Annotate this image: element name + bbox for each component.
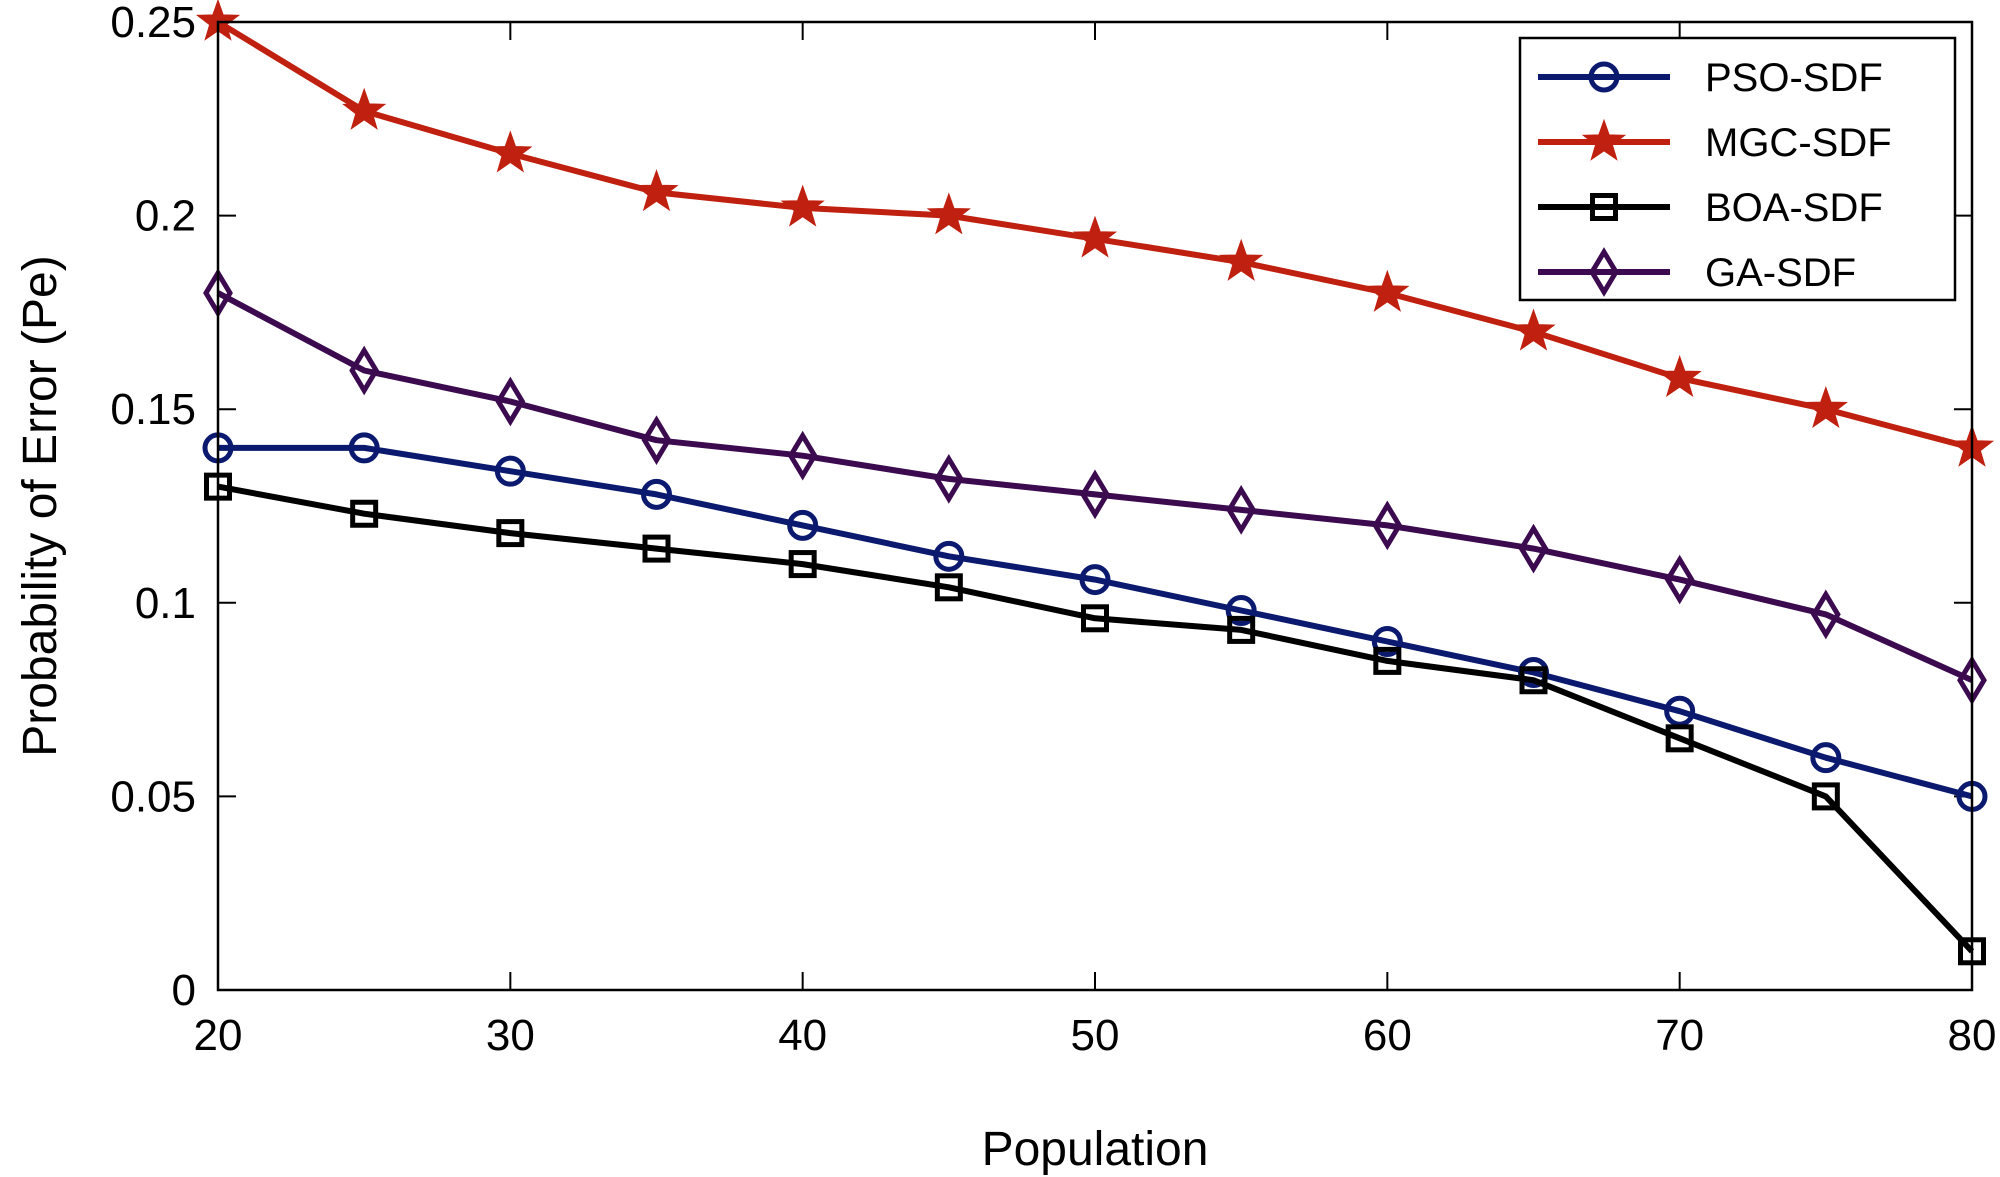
data-point-boa-sdf — [934, 573, 963, 602]
data-point-ga-sdf — [1664, 554, 1695, 605]
legend-marker-mgc-sdf — [1581, 118, 1627, 161]
legend-marker-boa-sdf — [1590, 193, 1618, 221]
data-point-pso-sdf — [1371, 626, 1403, 658]
data-point-boa-sdf — [1227, 615, 1256, 644]
legend-label-boa-sdf: BOA-SDF — [1705, 186, 1883, 230]
data-point-mgc-sdf — [1072, 215, 1118, 258]
labels-layer: Population Probability of Error (Pe) — [14, 255, 1208, 1176]
legend-item-mgc-sdf[interactable]: MGC-SDF — [1538, 118, 1892, 165]
legend[interactable]: PSO-SDF MGC-SDF BOA-SDF GA-SDF — [1518, 36, 1957, 302]
series-pso-sdf — [202, 432, 1988, 812]
data-point-ga-sdf — [1810, 589, 1841, 640]
data-point-mgc-sdf — [488, 130, 533, 173]
data-point-mgc-sdf — [926, 192, 971, 235]
data-point-mgc-sdf — [1657, 354, 1702, 398]
data-point-pso-sdf — [1810, 742, 1842, 774]
plot-frame — [216, 20, 1974, 992]
data-point-boa-sdf — [1665, 724, 1694, 753]
data-point-ga-sdf — [1080, 469, 1110, 520]
data-point-mgc-sdf — [780, 184, 825, 227]
data-point-mgc-sdf — [634, 169, 679, 212]
legend-label-pso-sdf: PSO-SDF — [1705, 56, 1883, 100]
data-point-ga-sdf — [1226, 485, 1257, 535]
legend-marker-ga-sdf — [1589, 247, 1619, 297]
series-ga-sdf — [203, 268, 1987, 706]
data-point-pso-sdf — [787, 509, 819, 541]
data-point-ga-sdf — [495, 376, 526, 427]
data-point-ga-sdf — [1372, 500, 1403, 551]
x-tick-label: 40 — [778, 1011, 827, 1060]
data-point-mgc-sdf — [1511, 308, 1556, 351]
legend-item-pso-sdf[interactable]: PSO-SDF — [1538, 56, 1883, 100]
data-point-mgc-sdf — [1365, 269, 1410, 312]
y-tick-label: 0.2 — [135, 192, 196, 241]
x-tick-label: 20 — [194, 1011, 243, 1060]
data-point-boa-sdf — [788, 550, 817, 579]
series-line-ga-sdf — [216, 290, 1974, 683]
x-axis-label: Population — [982, 1123, 1209, 1176]
data-point-mgc-sdf — [1803, 385, 1848, 429]
ticks-layer: 20 30 40 50 60 70 80 0 0.05 0.1 0.15 0.2 0.25 — [110, 0, 1996, 1060]
legend-marker-pso-sdf — [1588, 61, 1620, 93]
data-point-pso-sdf — [348, 432, 380, 464]
y-tick-label: 0.05 — [110, 772, 196, 821]
series-line-boa-sdf — [217, 483, 1975, 954]
data-point-ga-sdf — [933, 454, 964, 504]
data-point-boa-sdf — [1081, 604, 1109, 633]
data-point-ga-sdf — [349, 345, 380, 396]
data-point-boa-sdf — [350, 499, 379, 528]
data-point-ga-sdf — [641, 415, 672, 466]
data-point-ga-sdf — [1518, 523, 1549, 574]
data-point-pso-sdf — [1664, 695, 1696, 727]
legend-item-boa-sdf[interactable]: BOA-SDF — [1538, 186, 1883, 230]
data-point-boa-sdf — [1519, 666, 1548, 695]
x-tick-label: 70 — [1655, 1011, 1704, 1060]
x-tick-label: 30 — [486, 1011, 535, 1060]
data-point-boa-sdf — [1811, 782, 1840, 811]
y-axis-label: Probability of Error (Pe) — [14, 255, 67, 757]
data-point-boa-sdf — [496, 519, 525, 548]
data-point-mgc-sdf — [1219, 238, 1264, 281]
data-point-mgc-sdf — [342, 87, 387, 130]
legend-item-ga-sdf[interactable]: GA-SDF — [1538, 247, 1856, 297]
data-point-boa-sdf — [1373, 646, 1402, 675]
data-point-pso-sdf — [933, 540, 965, 572]
data-point-pso-sdf — [641, 478, 672, 510]
legend-label-mgc-sdf: MGC-SDF — [1705, 121, 1892, 165]
x-tick-label: 50 — [1071, 1011, 1120, 1060]
x-tick-label: 60 — [1363, 1011, 1412, 1060]
data-point-pso-sdf — [1225, 595, 1257, 627]
y-tick-label: 0.25 — [110, 0, 196, 47]
data-point-pso-sdf — [1079, 564, 1111, 596]
data-point-pso-sdf — [494, 455, 526, 487]
data-point-ga-sdf — [787, 430, 818, 481]
y-tick-label: 0.15 — [110, 385, 196, 434]
legend-label-ga-sdf: GA-SDF — [1705, 251, 1856, 295]
y-tick-label: 0.1 — [135, 579, 196, 628]
series-line-pso-sdf — [218, 444, 1973, 800]
series-boa-sdf — [204, 472, 1986, 966]
y-tick-label: 0 — [172, 966, 196, 1015]
data-point-boa-sdf — [642, 534, 671, 563]
x-tick-label: 80 — [1948, 1011, 1997, 1060]
